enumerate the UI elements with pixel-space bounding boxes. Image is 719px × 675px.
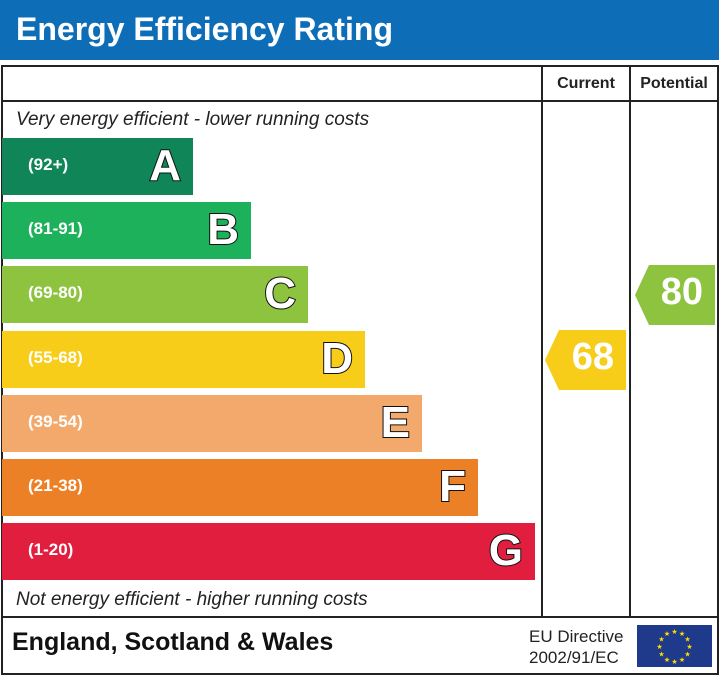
star-icon: ★	[671, 658, 677, 666]
page-title: Energy Efficiency Rating	[16, 11, 393, 47]
star-icon: ★	[664, 656, 670, 664]
band-letter: B	[206, 204, 240, 255]
divider	[1, 100, 717, 102]
current-rating-value: 68	[571, 336, 614, 378]
band-a: (92+) A	[2, 138, 193, 195]
potential-rating-arrow: 80	[635, 265, 715, 325]
divider	[629, 65, 631, 617]
band-c: (69-80) C	[2, 266, 308, 323]
star-icon: ★	[686, 643, 692, 651]
band-range: (1-20)	[28, 540, 74, 559]
current-rating-arrow: 68	[545, 330, 626, 390]
potential-column-header: Potential	[640, 75, 708, 92]
band-b: (81-91) B	[2, 202, 251, 259]
band-range: (69-80)	[28, 283, 83, 302]
star-icon: ★	[684, 651, 690, 659]
band-range: (92+)	[28, 155, 69, 174]
band-letter: A	[148, 140, 182, 191]
star-icon: ★	[664, 630, 670, 638]
divider	[541, 65, 543, 617]
directive-line-1: EU Directive	[529, 627, 624, 646]
star-icon: ★	[658, 651, 664, 659]
band-letter: F	[438, 461, 467, 512]
directive-line-2: 2002/91/EC	[529, 648, 619, 667]
band-range: (39-54)	[28, 412, 83, 431]
band-letter: D	[320, 333, 354, 384]
star-icon: ★	[679, 630, 685, 638]
band-g: (1-20) G	[2, 523, 535, 580]
star-icon: ★	[656, 643, 662, 651]
band-e: (39-54) E	[2, 395, 422, 452]
band-letter: E	[380, 397, 411, 448]
band-range: (81-91)	[28, 219, 83, 238]
eu-flag-icon: ★ ★ ★ ★ ★ ★ ★ ★ ★ ★ ★ ★	[637, 625, 712, 667]
band-letter: G	[488, 525, 524, 576]
star-icon: ★	[658, 636, 664, 644]
band-letter: C	[263, 268, 297, 319]
current-column-header: Current	[557, 75, 615, 92]
top-note: Very energy efficient - lower running co…	[16, 109, 370, 130]
header-bar: Energy Efficiency Rating	[0, 0, 719, 60]
divider	[1, 616, 717, 618]
star-icon: ★	[684, 636, 690, 644]
band-d: (55-68) D	[2, 331, 365, 388]
band-range: (21-38)	[28, 476, 83, 495]
bottom-note: Not energy efficient - higher running co…	[16, 589, 368, 610]
eu-directive: EU Directive 2002/91/EC	[529, 626, 623, 668]
band-f: (21-38) F	[2, 459, 478, 516]
star-icon: ★	[671, 628, 677, 636]
star-icon: ★	[679, 656, 685, 664]
region-label: England, Scotland & Wales	[12, 628, 334, 656]
potential-rating-value: 80	[660, 271, 703, 313]
band-range: (55-68)	[28, 348, 83, 367]
